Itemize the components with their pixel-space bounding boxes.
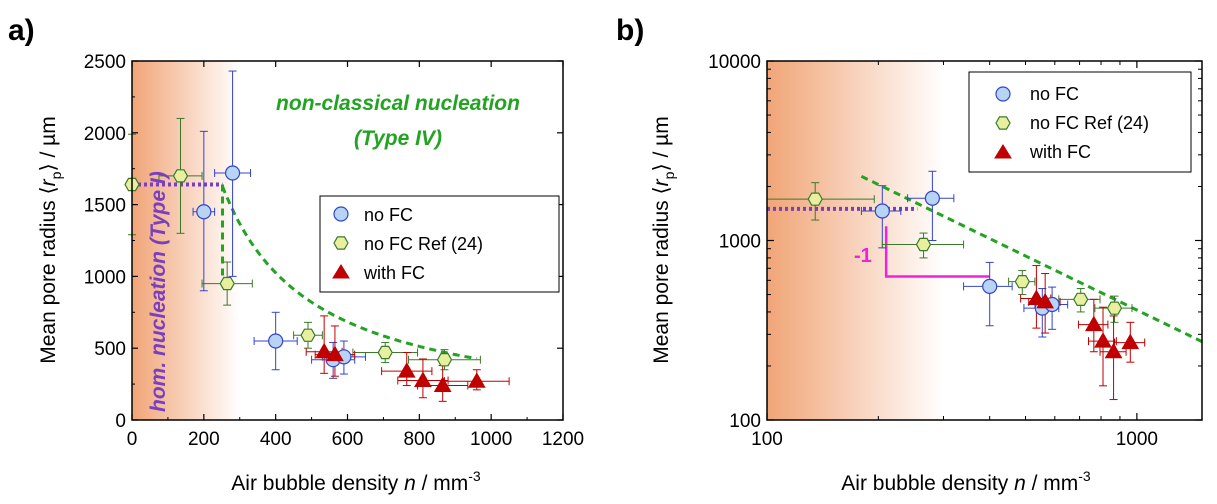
x-tick-label: 400 (260, 429, 292, 450)
data-point-hexagon (1073, 292, 1089, 306)
panel-a-marks (124, 70, 510, 402)
panel-b: b) 100 1000 100 1000 10000 -1 no FC no FC Re… (616, 14, 1203, 495)
legend-hexagon-icon (995, 116, 1011, 130)
annotation-hom-nucleation: hom. nucleation (Type I) (147, 171, 170, 412)
x-tick-label: 1000 (470, 429, 512, 450)
data-point-triangle (1104, 342, 1123, 359)
data-point-triangle (1027, 289, 1046, 306)
slope-triangle (884, 226, 990, 278)
x-tick-label: 0 (127, 429, 138, 450)
legend-triangle-icon (332, 264, 350, 279)
legend-triangle-icon (994, 144, 1012, 159)
y-tick-label: 1000 (719, 232, 761, 253)
data-point-triangle (1084, 315, 1103, 332)
data-point-triangle (1121, 333, 1140, 350)
data-point-hexagon (172, 169, 189, 183)
panel-a-ticks: 0 200 400 600 800 1000 1200 0 500 1000 1500 2000 250… (84, 52, 584, 450)
y-tick-label: 2000 (84, 124, 126, 145)
panel-b-legend: no FC no FC Ref (24) with FC (968, 71, 1192, 173)
data-point-triangle (397, 362, 416, 378)
panel-b-x-axis-title: Air bubble density n / mm-3 (841, 468, 1091, 495)
data-point-triangle (315, 342, 334, 359)
legend-label: no FC Ref (24) (364, 234, 483, 254)
data-point-triangle (467, 372, 486, 388)
x-tick-label: 200 (188, 429, 220, 450)
data-point-triangle (1036, 292, 1055, 309)
data-point-circle (924, 190, 940, 206)
data-point-hexagon (436, 353, 453, 367)
legend-circle-icon (995, 86, 1011, 102)
x-tick-label: 1200 (542, 429, 584, 450)
x-tick-label: 1000 (1116, 429, 1158, 450)
legend-label: no FC Ref (24) (1030, 113, 1149, 133)
x-tick-label: 600 (332, 429, 364, 450)
data-point-hexagon (219, 276, 235, 291)
panel-b-label: b) (616, 14, 644, 47)
panel-a-label: a) (8, 14, 35, 47)
legend-label: no FC (1030, 84, 1079, 104)
data-point-circle (874, 203, 890, 219)
y-tick-label: 500 (94, 339, 126, 360)
data-point-circle (982, 278, 998, 294)
fit-curve (221, 185, 478, 361)
data-point-hexagon (1014, 275, 1030, 289)
panel-a-x-axis-title: Air bubble density n / mm-3 (231, 468, 481, 495)
legend-label: no FC (364, 205, 413, 225)
panel-a-plot-frame (131, 60, 564, 421)
legend-hexagon-icon (333, 236, 349, 250)
data-point-triangle (1094, 332, 1112, 348)
fit-curve (860, 174, 1203, 343)
data-point-hexagon (1106, 301, 1123, 315)
y-tick-label: 10000 (708, 52, 761, 73)
data-point-circle (268, 333, 284, 349)
x-tick-label: 100 (751, 429, 783, 450)
x-tick-label: 800 (403, 429, 435, 450)
panel-b-plot-frame (766, 60, 1203, 421)
data-point-triangle (414, 371, 432, 388)
legend-circle-icon (333, 206, 349, 222)
panel-b-ticks: 100 1000 100 1000 10000 (708, 52, 1202, 450)
panel-b-y-axis-title: Mean pore radius ⟨rp⟩ / µm (650, 116, 677, 364)
legend-label: with FC (363, 263, 425, 283)
y-tick-label: 1000 (84, 267, 126, 288)
legend-box (319, 195, 560, 293)
data-point-triangle (326, 345, 344, 362)
data-point-circle (224, 165, 241, 181)
panel-b-shaded-region (767, 61, 944, 420)
panel-a-y-axis-title: Mean pore radius ⟨rp⟩ / µm (37, 116, 64, 364)
legend-label: with FC (1029, 142, 1091, 162)
data-point-circle (196, 204, 212, 220)
annotation-nonclassical-line1: non-classical nucleation (276, 92, 520, 115)
panel-a-legend: no FC no FC Ref (24) with FC (319, 195, 560, 293)
panel-a-shaded-region (132, 61, 240, 420)
data-point-hexagon (300, 328, 316, 342)
slope-label: -1 (854, 245, 872, 267)
panel-b-marks (766, 170, 1203, 401)
y-tick-label: 100 (729, 411, 761, 432)
data-point-hexagon (377, 345, 393, 360)
panel-a: a) 0 200 400 600 800 1000 1200 0 500 1000 1500 2000… (8, 14, 584, 495)
annotation-nonclassical-line2: (Type IV) (354, 127, 442, 150)
data-point-hexagon (807, 192, 823, 206)
y-tick-label: 1500 (84, 196, 126, 217)
y-tick-label: 2500 (84, 52, 126, 73)
y-tick-label: 0 (115, 411, 126, 432)
data-point-triangle (433, 376, 452, 393)
data-point-hexagon (915, 237, 932, 252)
